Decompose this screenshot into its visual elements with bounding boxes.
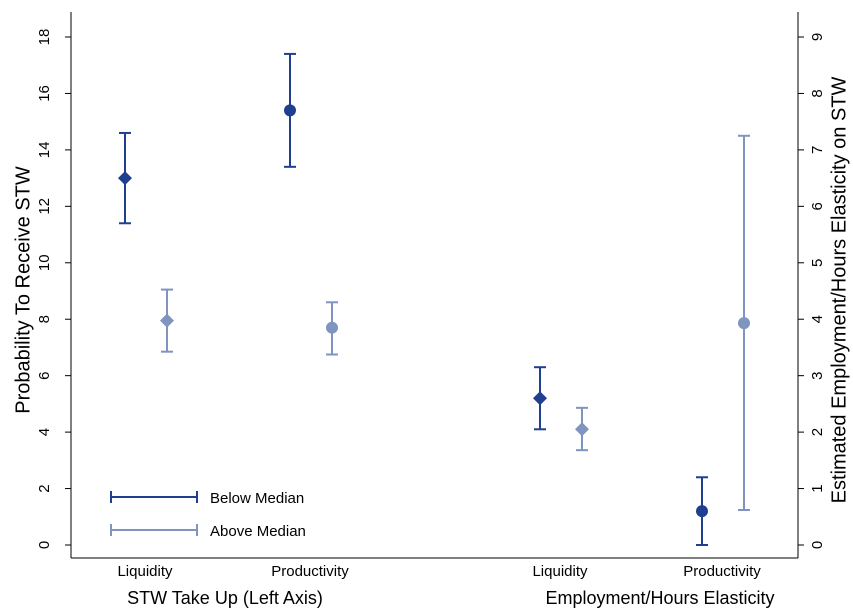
legend-item-below-median: Below Median (110, 490, 304, 507)
right-tick-label: 3 (809, 371, 826, 379)
category-label: Productivity (683, 563, 761, 580)
right-tick-label: 0 (809, 541, 826, 549)
legend: Below Median Above Median (110, 490, 306, 540)
right-tick-label: 2 (809, 428, 826, 436)
left-tick-label: 0 (36, 541, 53, 549)
left-axis-ticks: 0 2 4 6 8 10 12 14 16 18 (36, 29, 71, 549)
left-tick-label: 8 (36, 315, 53, 323)
right-axis-ticks: 0 1 2 3 4 5 6 7 8 9 (798, 33, 826, 549)
left-tick-label: 12 (36, 198, 53, 215)
right-tick-label: 6 (809, 202, 826, 210)
point-marker-diamond (575, 422, 589, 437)
left-tick-label: 2 (36, 484, 53, 492)
x-axis-labels: Liquidity Productivity STW Take Up (Left A… (117, 563, 774, 608)
category-label: Liquidity (532, 563, 588, 580)
right-tick-label: 5 (809, 259, 826, 267)
group-label: Employment/Hours Elasticity (545, 588, 774, 608)
right-axis-label: Estimated Employment/Hours Elasticity on… (828, 76, 850, 503)
plot-marks (118, 52, 750, 546)
point-marker-diamond (160, 313, 174, 328)
legend-item-above-median: Above Median (110, 523, 306, 540)
left-tick-label: 14 (36, 142, 53, 159)
legend-label-above-median: Above Median (210, 523, 306, 540)
left-tick-label: 16 (36, 85, 53, 102)
left-tick-label: 6 (36, 371, 53, 379)
group-label: STW Take Up (Left Axis) (127, 588, 323, 608)
point-marker-circle (696, 505, 708, 518)
right-tick-label: 4 (809, 315, 826, 323)
left-tick-label: 18 (36, 29, 53, 46)
category-label: Productivity (271, 563, 349, 580)
left-tick-label: 4 (36, 428, 53, 436)
right-tick-label: 8 (809, 89, 826, 97)
left-tick-label: 10 (36, 254, 53, 271)
legend-label-below-median: Below Median (210, 490, 304, 507)
right-tick-label: 9 (809, 33, 826, 41)
right-tick-label: 1 (809, 484, 826, 492)
category-label: Liquidity (117, 563, 173, 580)
point-marker-circle (326, 321, 338, 334)
point-marker-circle (738, 317, 750, 330)
point-marker-diamond (118, 171, 132, 186)
point-marker-diamond (533, 391, 547, 406)
right-tick-label: 7 (809, 146, 826, 154)
left-axis-label: Probability To Receive STW (12, 166, 34, 414)
point-marker-circle (284, 104, 296, 117)
